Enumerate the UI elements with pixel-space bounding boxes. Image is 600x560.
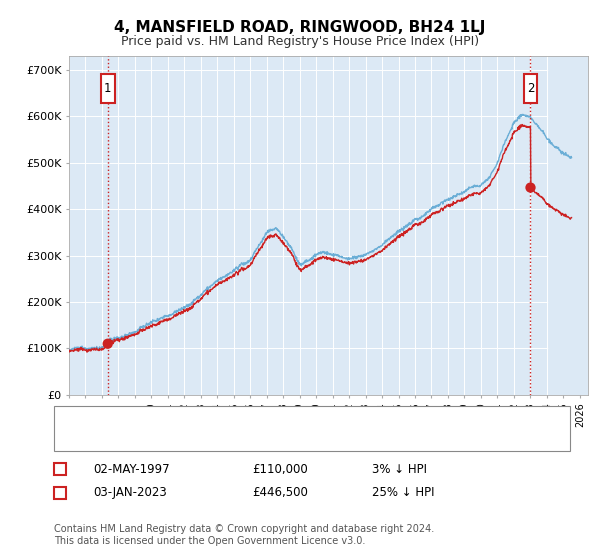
Text: 25% ↓ HPI: 25% ↓ HPI bbox=[372, 486, 434, 500]
Text: HPI: Average price, detached house, New Forest: HPI: Average price, detached house, New … bbox=[99, 433, 362, 444]
Point bbox=[526, 183, 535, 192]
Text: Price paid vs. HM Land Registry's House Price Index (HPI): Price paid vs. HM Land Registry's House … bbox=[121, 35, 479, 48]
Text: 03-JAN-2023: 03-JAN-2023 bbox=[93, 486, 167, 500]
Text: £446,500: £446,500 bbox=[252, 486, 308, 500]
Text: 4, MANSFIELD ROAD, RINGWOOD, BH24 1LJ: 4, MANSFIELD ROAD, RINGWOOD, BH24 1LJ bbox=[115, 20, 485, 35]
Text: 1: 1 bbox=[104, 82, 112, 95]
Text: 02-MAY-1997: 02-MAY-1997 bbox=[93, 463, 170, 476]
Text: 2: 2 bbox=[527, 82, 534, 95]
Point bbox=[103, 339, 113, 348]
Text: 1: 1 bbox=[56, 463, 64, 476]
FancyBboxPatch shape bbox=[524, 73, 538, 104]
FancyBboxPatch shape bbox=[101, 73, 115, 104]
Bar bbox=[548, 56, 596, 395]
Text: Contains HM Land Registry data © Crown copyright and database right 2024.
This d: Contains HM Land Registry data © Crown c… bbox=[54, 524, 434, 546]
Text: £110,000: £110,000 bbox=[252, 463, 308, 476]
Text: 3% ↓ HPI: 3% ↓ HPI bbox=[372, 463, 427, 476]
Text: 2: 2 bbox=[56, 486, 64, 500]
Text: 4, MANSFIELD ROAD, RINGWOOD, BH24 1LJ (detached house): 4, MANSFIELD ROAD, RINGWOOD, BH24 1LJ (d… bbox=[99, 413, 438, 423]
